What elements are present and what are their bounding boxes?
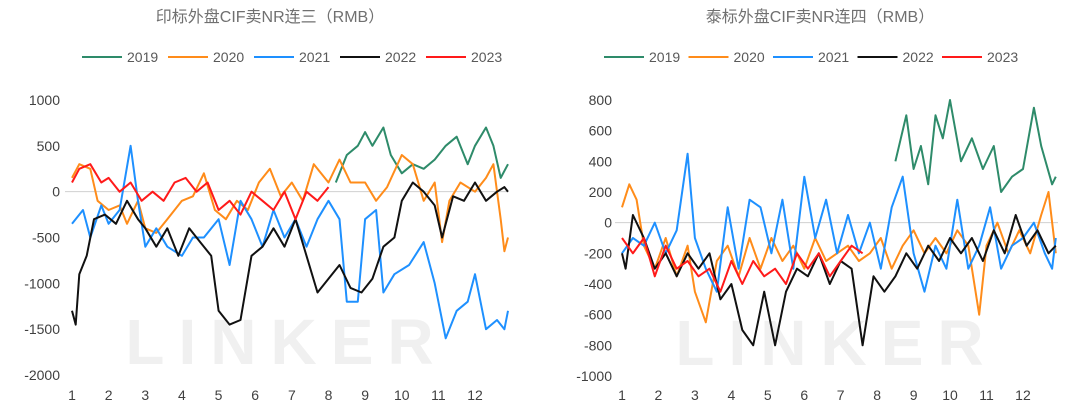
x-tick-label: 5 [215, 387, 223, 403]
x-tick-label: 7 [837, 387, 845, 403]
chart-title: 印标外盘CIF卖NR连三（RMB） [156, 7, 384, 26]
y-tick-label: 600 [589, 123, 613, 139]
x-tick-label: 12 [467, 387, 483, 403]
legend-label-2023: 2023 [987, 49, 1018, 65]
series-line-2021 [621, 152, 1057, 293]
x-tick-label: 9 [910, 387, 918, 403]
legend-label-2022: 2022 [385, 49, 416, 65]
x-tick-label: 3 [141, 387, 149, 403]
y-tick-label: -200 [584, 245, 612, 261]
y-tick-label: -1500 [24, 321, 60, 337]
x-tick-label: 4 [178, 387, 186, 403]
x-tick-label: 11 [431, 387, 446, 403]
x-tick-label: 2 [655, 387, 663, 403]
y-tick-label: -400 [584, 276, 612, 292]
x-tick-label: 10 [942, 387, 958, 403]
series-line-2022 [71, 181, 509, 326]
y-tick-label: 400 [589, 153, 613, 169]
legend-label-2019: 2019 [127, 49, 158, 65]
series-line-2022 [621, 214, 1057, 347]
x-tick-label: 11 [979, 387, 994, 403]
watermark-logo: LINKER [125, 306, 447, 378]
y-tick-label: 500 [37, 138, 61, 154]
y-tick-label: -1000 [576, 368, 612, 384]
x-tick-label: 1 [618, 387, 626, 403]
series-line-2019 [334, 126, 509, 183]
y-tick-label: -2000 [24, 367, 60, 383]
legend-label-2021: 2021 [299, 49, 330, 65]
legend-label-2022: 2022 [903, 49, 934, 65]
x-tick-label: 1 [68, 387, 76, 403]
legend-label-2020: 2020 [213, 49, 244, 65]
series-line-2019 [894, 99, 1057, 193]
x-tick-label: 8 [325, 387, 333, 403]
y-tick-label: 0 [52, 184, 60, 200]
chart-title: 泰标外盘CIF卖NR连四（RMB） [706, 7, 934, 26]
series-line-2023 [621, 237, 864, 293]
y-tick-label: 200 [589, 184, 613, 200]
x-tick-label: 5 [764, 387, 772, 403]
series-line-2023 [71, 163, 330, 221]
x-tick-label: 6 [800, 387, 808, 403]
y-tick-label: -500 [32, 230, 60, 246]
x-tick-label: 12 [1015, 387, 1031, 403]
x-tick-label: 8 [873, 387, 881, 403]
legend-label-2023: 2023 [471, 49, 502, 65]
x-tick-label: 10 [394, 387, 410, 403]
x-tick-label: 7 [288, 387, 296, 403]
x-tick-label: 3 [691, 387, 699, 403]
y-tick-label: 800 [589, 92, 613, 108]
y-tick-label: 1000 [29, 92, 60, 108]
x-tick-label: 2 [105, 387, 113, 403]
legend-label-2019: 2019 [649, 49, 680, 65]
x-tick-label: 4 [727, 387, 735, 403]
y-tick-label: -600 [584, 307, 612, 323]
legend-label-2021: 2021 [818, 49, 849, 65]
x-tick-label: 6 [251, 387, 259, 403]
x-tick-label: 9 [361, 387, 369, 403]
watermark-logo: LINKER [675, 307, 997, 379]
y-tick-label: -1000 [24, 275, 60, 291]
y-tick-label: -800 [584, 337, 612, 353]
legend-label-2020: 2020 [734, 49, 765, 65]
y-tick-label: 0 [604, 215, 612, 231]
